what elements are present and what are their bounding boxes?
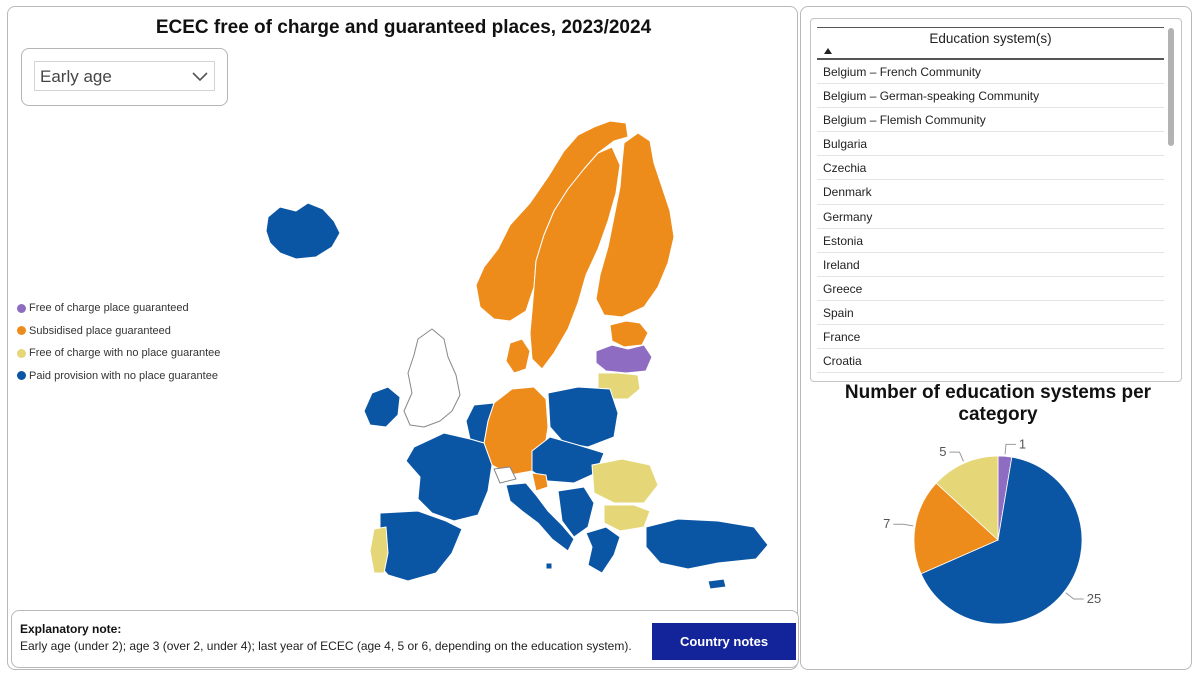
map-region-switzerland — [493, 466, 517, 484]
table-scrollbar-thumb[interactable] — [1168, 28, 1174, 146]
map-region-balkans[interactable] — [557, 486, 595, 538]
map-region-bulgaria[interactable] — [603, 504, 651, 532]
pie-data-label: 1 — [1019, 436, 1026, 451]
legend-label: Free of charge place guaranteed — [29, 302, 189, 315]
map-region-ireland[interactable] — [363, 386, 401, 428]
map-region-spain[interactable] — [375, 510, 463, 582]
pie-data-label: 25 — [1087, 591, 1101, 606]
table-row[interactable]: Spain — [817, 301, 1164, 326]
map-region-malta[interactable] — [545, 562, 553, 570]
pie-leader-line — [949, 451, 964, 462]
map-region-cyprus[interactable] — [707, 578, 727, 590]
table-row[interactable]: Bulgaria — [817, 132, 1164, 157]
legend-label: Paid provision with no place guarantee — [29, 369, 218, 382]
pie-leader-line — [1004, 443, 1016, 455]
table-body: Belgium – French Community Belgium – Ger… — [817, 60, 1164, 374]
table-row[interactable]: France — [817, 325, 1164, 350]
pie-slice[interactable] — [913, 482, 999, 575]
legend-marker — [17, 326, 26, 336]
pie-slice[interactable] — [920, 456, 1083, 625]
sort-ascending-icon[interactable] — [824, 48, 832, 54]
legend-item[interactable]: Subsidised place guaranteed — [17, 320, 220, 343]
table-row[interactable]: Belgium – Flemish Community — [817, 108, 1164, 133]
legend-marker — [17, 371, 26, 381]
table-row[interactable]: Germany — [817, 205, 1164, 229]
map-region-latvia[interactable] — [595, 344, 653, 374]
table-row[interactable]: Greece — [817, 277, 1164, 301]
europe-map — [265, 120, 769, 590]
map-region-austria[interactable] — [531, 472, 549, 492]
map-region-france[interactable] — [405, 432, 493, 522]
pie-leader-line — [1065, 592, 1084, 600]
pie-chart-title: Number of education systems per category — [844, 382, 1152, 425]
map-region-turkey[interactable] — [645, 518, 769, 570]
table-row[interactable]: Ireland — [817, 253, 1164, 277]
legend-marker — [17, 348, 26, 358]
map-region-denmark[interactable] — [505, 338, 531, 374]
pie-leader-line — [893, 523, 914, 527]
legend-label: Subsidised place guaranteed — [29, 324, 171, 337]
map-title: ECEC free of charge and guaranteed place… — [155, 17, 652, 38]
country-notes-button[interactable]: Country notes — [652, 623, 796, 660]
table-row[interactable]: Denmark — [817, 180, 1164, 205]
map-region-portugal[interactable] — [369, 526, 389, 574]
table-row[interactable]: Belgium – French Community — [817, 60, 1164, 85]
note-text: Early age (under 2); age 3 (over 2, unde… — [20, 639, 632, 653]
age-filter-dropdown[interactable]: Early age — [34, 61, 215, 91]
map-region-italy[interactable] — [505, 482, 575, 552]
map-region-greece[interactable] — [585, 526, 621, 574]
table-row[interactable]: Czechia — [817, 156, 1164, 181]
chevron-down-icon — [192, 72, 208, 82]
table-scrollbar[interactable] — [1168, 28, 1174, 380]
right-panel: Education system(s) Belgium – French Com… — [800, 6, 1192, 670]
age-filter-value: Early age — [40, 67, 112, 86]
table-row[interactable]: Belgium – German-speaking Community — [817, 84, 1164, 109]
legend-item[interactable]: Paid provision with no place guarantee — [17, 365, 220, 388]
pie-slice[interactable] — [935, 455, 999, 541]
map-region-estonia[interactable] — [609, 320, 649, 348]
map-panel: ECEC free of charge and guaranteed place… — [7, 6, 799, 670]
map-region-poland[interactable] — [547, 386, 619, 448]
table-row[interactable]: Estonia — [817, 229, 1164, 253]
legend-item[interactable]: Free of charge place guaranteed — [17, 297, 220, 320]
map-region-romania[interactable] — [591, 458, 659, 504]
map-region-finland[interactable] — [595, 132, 675, 318]
legend-item[interactable]: Free of charge with no place guarantee — [17, 342, 220, 365]
note-title: Explanatory note: — [20, 622, 122, 636]
explanatory-note: Explanatory note: Early age (under 2); a… — [11, 610, 799, 668]
pie-chart: 1 25 7 5 — [883, 436, 1101, 625]
table-row[interactable]: Croatia — [817, 349, 1164, 374]
education-systems-table: Education system(s) Belgium – French Com… — [810, 18, 1182, 382]
legend-label: Free of charge with no place guarantee — [29, 347, 221, 360]
age-filter-card: Early age — [21, 48, 228, 106]
legend-marker — [17, 303, 26, 313]
map-region-uk — [403, 328, 461, 428]
map-region-sweden[interactable] — [529, 146, 621, 370]
pie-data-label: 7 — [883, 516, 890, 531]
map-region-iceland[interactable] — [265, 202, 341, 260]
column-header-education-systems: Education system(s) — [929, 31, 1052, 46]
map-legend: Free of charge place guaranteed Subsidis… — [17, 297, 220, 387]
pie-data-label: 5 — [939, 444, 946, 459]
table-header[interactable]: Education system(s) — [817, 27, 1164, 60]
